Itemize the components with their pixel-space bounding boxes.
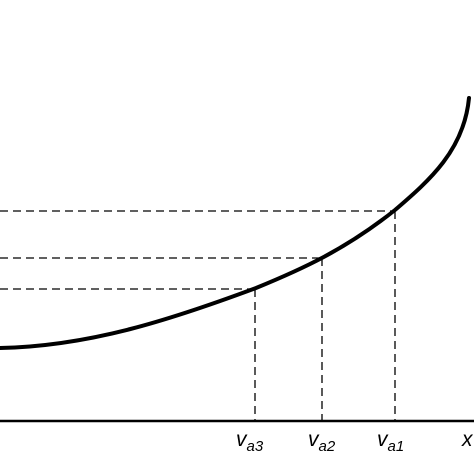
marker-label-va3: va3 <box>236 428 264 455</box>
marker-label-va2: va2 <box>308 428 336 455</box>
x-axis-label: x <box>461 428 474 451</box>
curve <box>0 96 471 350</box>
marker-label-va1: va1 <box>377 428 404 455</box>
